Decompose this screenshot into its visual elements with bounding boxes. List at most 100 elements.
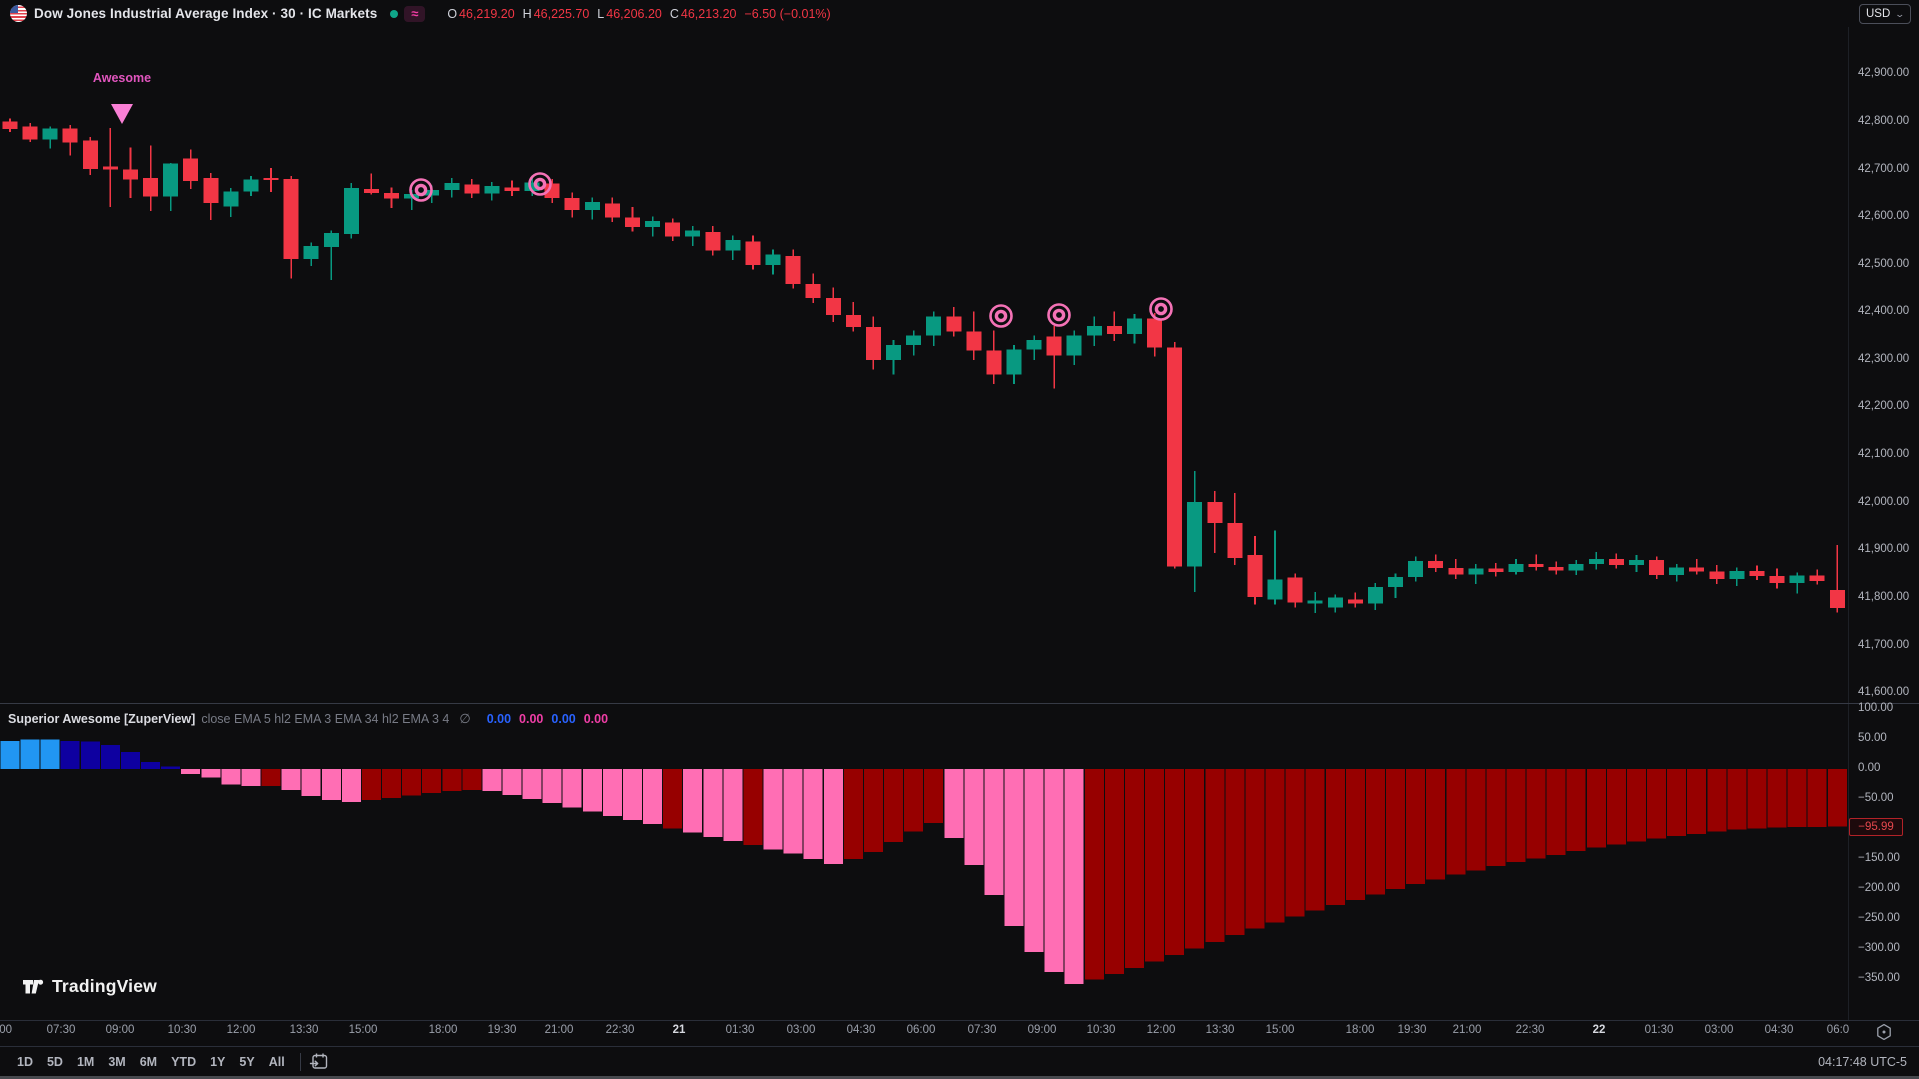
price-tick: 42,100.00 [1858, 448, 1910, 460]
target-circle-icon [528, 172, 552, 196]
indicator-null-symbol: ∅ [459, 711, 471, 726]
time-tick: 10:30 [167, 1024, 197, 1036]
oscillator-tick: 100.00 [1858, 702, 1894, 714]
time-tick: 19:30 [487, 1024, 517, 1036]
time-tick: 21:00 [544, 1024, 574, 1036]
session-settings-icon[interactable] [1874, 1022, 1894, 1042]
signal-circle-markers [111, 104, 1173, 328]
indicator-title[interactable]: Superior Awesome [ZuperView] [8, 712, 196, 726]
low-label: L [597, 6, 605, 21]
open-value: 46,219.20 [459, 6, 515, 21]
range-button-ytd[interactable]: YTD [171, 1054, 197, 1069]
price-tick: 42,000.00 [1858, 496, 1910, 508]
indicator-value: 0.00 [583, 712, 609, 726]
time-tick: 06:00 [906, 1024, 936, 1036]
oscillator-tick: −200.00 [1858, 882, 1900, 894]
time-tick: 12:00 [226, 1024, 256, 1036]
price-axis-separator [1848, 27, 1849, 1020]
open-label: O [447, 6, 458, 21]
time-tick: 13:30 [289, 1024, 319, 1036]
price-tick: 41,600.00 [1858, 686, 1910, 698]
toolbar-separator [299, 1052, 301, 1071]
low-value: 46,206.20 [606, 6, 662, 21]
target-circle-icon [1047, 303, 1071, 327]
toolbar-divider [0, 1046, 1919, 1047]
range-button-3m[interactable]: 3M [108, 1054, 126, 1069]
indicator-params: close EMA 5 hl2 EMA 3 EMA 34 hl2 EMA 3 4 [201, 712, 450, 726]
time-tick: 07:30 [967, 1024, 997, 1036]
range-button-1m[interactable]: 1M [76, 1054, 95, 1069]
price-tick: 42,500.00 [1858, 258, 1910, 270]
range-button-1y[interactable]: 1Y [210, 1054, 226, 1069]
time-tick: 10:30 [1086, 1024, 1116, 1036]
market-status-dot-icon[interactable] [390, 9, 399, 18]
time-tick: 21:00 [1452, 1024, 1482, 1036]
time-tick: 22:30 [605, 1024, 635, 1036]
price-tick: 42,800.00 [1858, 115, 1910, 127]
time-tick: 22 [1592, 1024, 1606, 1036]
high-value: 46,225.70 [533, 6, 590, 21]
close-value: 46,213.20 [680, 6, 737, 21]
tradingview-logo-icon [23, 979, 44, 994]
price-tick: 41,900.00 [1858, 543, 1910, 555]
indicator-value: 0.00 [551, 712, 576, 726]
signal-label[interactable]: Awesome [92, 71, 152, 85]
range-button-5d[interactable]: 5D [46, 1054, 63, 1069]
time-tick: 04:30 [846, 1024, 876, 1036]
time-tick: 22:30 [1515, 1024, 1545, 1036]
clock-timezone[interactable]: 04:17:48 UTC-5 [1818, 1054, 1907, 1069]
change-value: −6.50 (−0.01%) [744, 6, 831, 21]
time-tick: 15:00 [1265, 1024, 1295, 1036]
price-tick: 42,600.00 [1858, 210, 1910, 222]
symbol-title[interactable]: Dow Jones Industrial Average Index · 30 … [34, 6, 378, 21]
oscillator-histogram [0, 739, 1847, 984]
time-tick: 03:00 [786, 1024, 816, 1036]
time-tick: 15:00 [348, 1024, 378, 1036]
price-tick: 42,200.00 [1858, 400, 1910, 412]
time-tick: 13:30 [1205, 1024, 1235, 1036]
time-tick: 03:00 [1704, 1024, 1734, 1036]
range-button-1d[interactable]: 1D [17, 1054, 33, 1069]
time-tick: 18:00 [428, 1024, 458, 1036]
indicator-value: 0.00 [519, 712, 544, 726]
range-button-6m[interactable]: 6M [139, 1054, 158, 1069]
price-tick: 42,900.00 [1858, 67, 1910, 79]
time-tick: 21 [672, 1024, 686, 1036]
window-bottom-edge [0, 1076, 1919, 1079]
target-circle-icon [989, 304, 1013, 328]
oscillator-tick: 0.00 [1858, 762, 1881, 774]
indicator-value: 0.00 [486, 712, 512, 726]
currency-value: USD [1866, 8, 1891, 20]
time-tick: :00 [0, 1024, 12, 1036]
time-tick: 06:0 [1826, 1024, 1850, 1036]
go-to-date-icon[interactable] [309, 1051, 330, 1072]
range-button-5y[interactable]: 5Y [239, 1054, 255, 1069]
indicator-legend[interactable]: Superior Awesome [ZuperView] close EMA 5… [8, 711, 608, 727]
range-buttons: 1D 5D 1M 3M 6M YTD 1Y 5Y All [10, 1052, 292, 1072]
sell-triangle-icon [111, 104, 133, 124]
close-label: C [669, 6, 679, 21]
delayed-data-icon[interactable]: ≈ [404, 5, 426, 22]
time-tick: 07:30 [46, 1024, 76, 1036]
high-label: H [522, 6, 532, 21]
range-button-all[interactable]: All [268, 1054, 285, 1069]
time-tick: 18:00 [1345, 1024, 1375, 1036]
oscillator-tick: −250.00 [1858, 912, 1900, 924]
price-tick: 42,400.00 [1858, 305, 1910, 317]
oscillator-tick: −350.00 [1858, 972, 1900, 984]
symbol-header: Dow Jones Industrial Average Index · 30 … [0, 0, 1919, 27]
tradingview-brand-text: TradingView [52, 976, 157, 996]
price-tick: 41,700.00 [1858, 639, 1910, 651]
price-tick: 42,300.00 [1858, 353, 1910, 365]
time-tick: 12:00 [1146, 1024, 1176, 1036]
currency-dropdown[interactable]: USD ⌄ [1859, 4, 1911, 24]
ohlc-readout: O 46,219.20 H 46,225.70 L 46,206.20 C 46… [439, 7, 830, 21]
chevron-down-icon: ⌄ [1894, 8, 1906, 19]
time-tick: 09:00 [105, 1024, 135, 1036]
oscillator-tick: −150.00 [1858, 852, 1900, 864]
indicator-values: 0.00 0.00 0.00 0.00 [479, 712, 608, 726]
bottom-toolbar: 1D 5D 1M 3M 6M YTD 1Y 5Y All [0, 1047, 1919, 1076]
pane-divider[interactable] [0, 703, 1919, 704]
